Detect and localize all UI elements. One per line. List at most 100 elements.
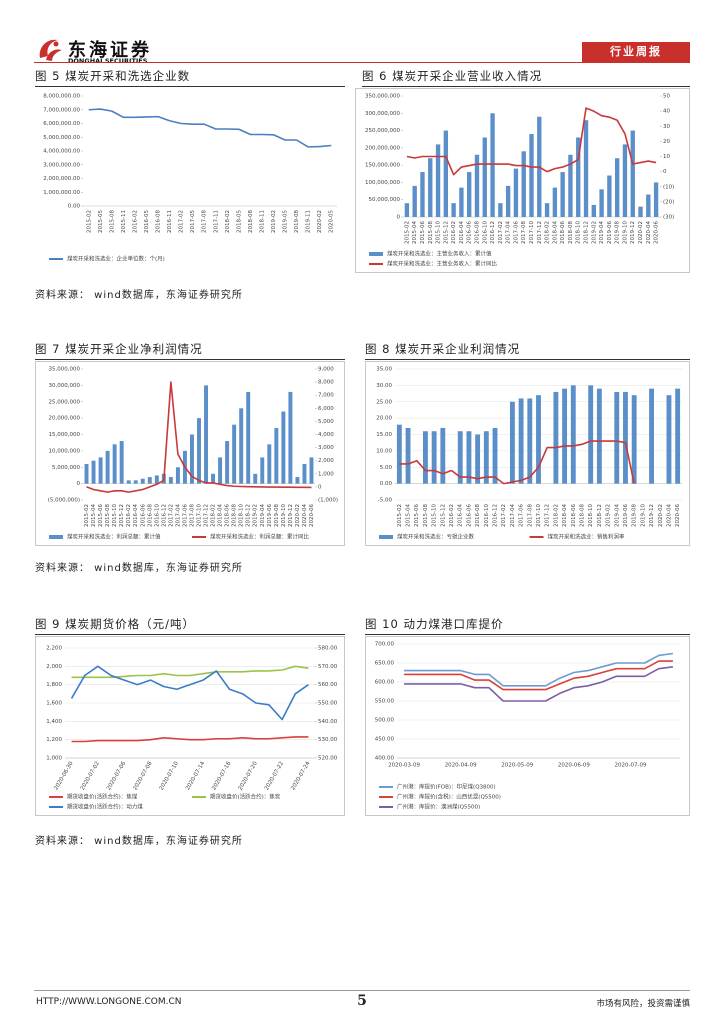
bar [443, 130, 449, 217]
bar [614, 158, 620, 217]
x-tick-label: 2015-06 [414, 504, 420, 527]
x-tick-label: 2019-10 [622, 221, 628, 244]
y-tick-label: 400.00 [375, 756, 395, 762]
figure-title: 图 10 动力煤港口库提价 [365, 616, 690, 635]
y-tick-label: 5.00 [380, 465, 393, 471]
y2-tick-label: 10 [663, 154, 670, 160]
x-tick-label: 2019-10 [640, 504, 646, 527]
x-tick-label: 2017-11 [213, 210, 219, 233]
bar [126, 480, 131, 484]
x-tick-label: 2020-07-06 [106, 760, 127, 791]
y-tick-label: 0 [397, 215, 401, 221]
legend-swatch [369, 252, 383, 256]
bar [428, 158, 433, 217]
x-tick-label: 2020-02 [317, 210, 323, 233]
bar [490, 113, 495, 217]
y-tick-label: 35.00 [376, 367, 392, 373]
y-tick-label: 150,000,000 [365, 163, 400, 169]
x-tick-label: 2020-02 [658, 504, 664, 527]
x-tick-label: 2017-02 [179, 210, 185, 233]
x-tick-label: 2018-02 [211, 504, 217, 527]
y-tick-label: 5,000,000 [52, 465, 80, 471]
x-tick-label: 2015-02 [86, 210, 92, 233]
y-tick-label: 600.00 [375, 680, 395, 686]
x-tick-label: 2015-06 [98, 504, 104, 527]
x-tick-label: 2016-08 [147, 504, 153, 527]
bar [607, 175, 612, 217]
x-tick-label: 2020-05 [329, 210, 335, 233]
bar [467, 172, 472, 217]
bar [675, 388, 681, 484]
y-tick-label: 1,200 [46, 737, 62, 743]
y2-tick-label: 550.00 [318, 701, 338, 707]
x-tick-label: 2017-06 [519, 504, 525, 527]
x-tick-label: 2018-04 [562, 504, 568, 527]
x-tick-label: 2015-08 [105, 504, 111, 527]
bar [84, 463, 89, 484]
bar [154, 475, 159, 484]
chart-frame [365, 636, 690, 816]
x-tick-label: 2018-08 [568, 221, 574, 244]
y2-tick-label: 540.00 [318, 719, 338, 725]
x-tick-label: 2016-08 [156, 210, 162, 233]
y2-tick-label: 50 [663, 94, 670, 100]
line-series [404, 660, 673, 691]
x-tick-label: 2016-06 [140, 504, 146, 527]
line-series [404, 666, 674, 702]
y2-tick-label: 3,000 [318, 445, 334, 451]
bar [175, 467, 180, 484]
y-tick-label: 0 [77, 481, 81, 487]
x-tick-label: 2016-08 [475, 504, 481, 527]
line-series [71, 665, 309, 679]
x-tick-label: 2020-06 [675, 504, 681, 527]
x-tick-label: 2018-12 [246, 504, 252, 527]
bar [576, 137, 581, 217]
x-tick-label: 2018-08 [579, 504, 585, 527]
x-tick-label: 2016-12 [161, 504, 167, 527]
x-tick-label: 2017-02 [498, 221, 504, 244]
x-tick-label: 2017-08 [521, 221, 527, 244]
y2-tick-label: 30 [663, 124, 670, 130]
x-tick-label: 2020-06 [309, 504, 315, 527]
y-tick-label: 2,000,000.00 [43, 176, 80, 182]
x-tick-label: 2020-03-09 [388, 763, 420, 769]
x-tick-label: 2020-07-08 [132, 760, 153, 791]
chart: 0.00 1,000,000.00 2,000,000.00 3,000,000.00… [43, 94, 337, 263]
bar [588, 385, 594, 484]
legend-label: 煤炭开采和洗选业：利润总额：累计值 [67, 533, 161, 541]
chart: 1,000 1,200 1,400 1,600 1,800 2,000 2,200 520.0… [35, 636, 345, 816]
x-tick-label: 2015-12 [443, 221, 449, 244]
bar [666, 395, 672, 484]
x-tick-label: 2019-08 [274, 504, 280, 527]
y2-tick-label: 0 [663, 169, 667, 175]
x-tick-label: 2015-11 [121, 210, 127, 233]
x-tick-label: 2016-05 [144, 210, 150, 233]
bar [288, 391, 293, 484]
y2-tick-label: 2,000 [318, 458, 334, 464]
y2-tick-label: 5,000 [318, 419, 334, 425]
bar [498, 203, 503, 217]
bar [232, 424, 237, 484]
source-note: 资料来源： wind数据库，东海证券研究所 [35, 836, 243, 847]
line-series [399, 440, 635, 485]
x-tick-label: 2015-04 [406, 504, 412, 527]
x-tick-label: 2015-10 [436, 221, 442, 244]
y2-tick-label: 0 [318, 484, 322, 490]
x-tick-label: 2017-02 [501, 504, 507, 527]
x-tick-label: 2016-04 [459, 221, 465, 244]
x-tick-label: 2018-02 [545, 221, 551, 244]
x-tick-label: 2020-06-30 [53, 760, 74, 791]
bar [412, 185, 417, 217]
y2-tick-label: 8,000 [318, 380, 334, 386]
bar [457, 431, 463, 484]
x-tick-label: 2015-10 [432, 504, 438, 527]
y-tick-label: 100,000,000 [365, 180, 400, 186]
x-tick-label: 2019-11 [306, 210, 312, 233]
x-tick-label: 2020-07-09 [614, 763, 646, 769]
bar [431, 431, 437, 484]
bar [91, 460, 96, 484]
y-tick-label: 7,000,000.00 [43, 107, 80, 113]
bar [112, 444, 117, 484]
bar [98, 457, 103, 484]
y2-tick-label: 7,000 [318, 393, 334, 399]
